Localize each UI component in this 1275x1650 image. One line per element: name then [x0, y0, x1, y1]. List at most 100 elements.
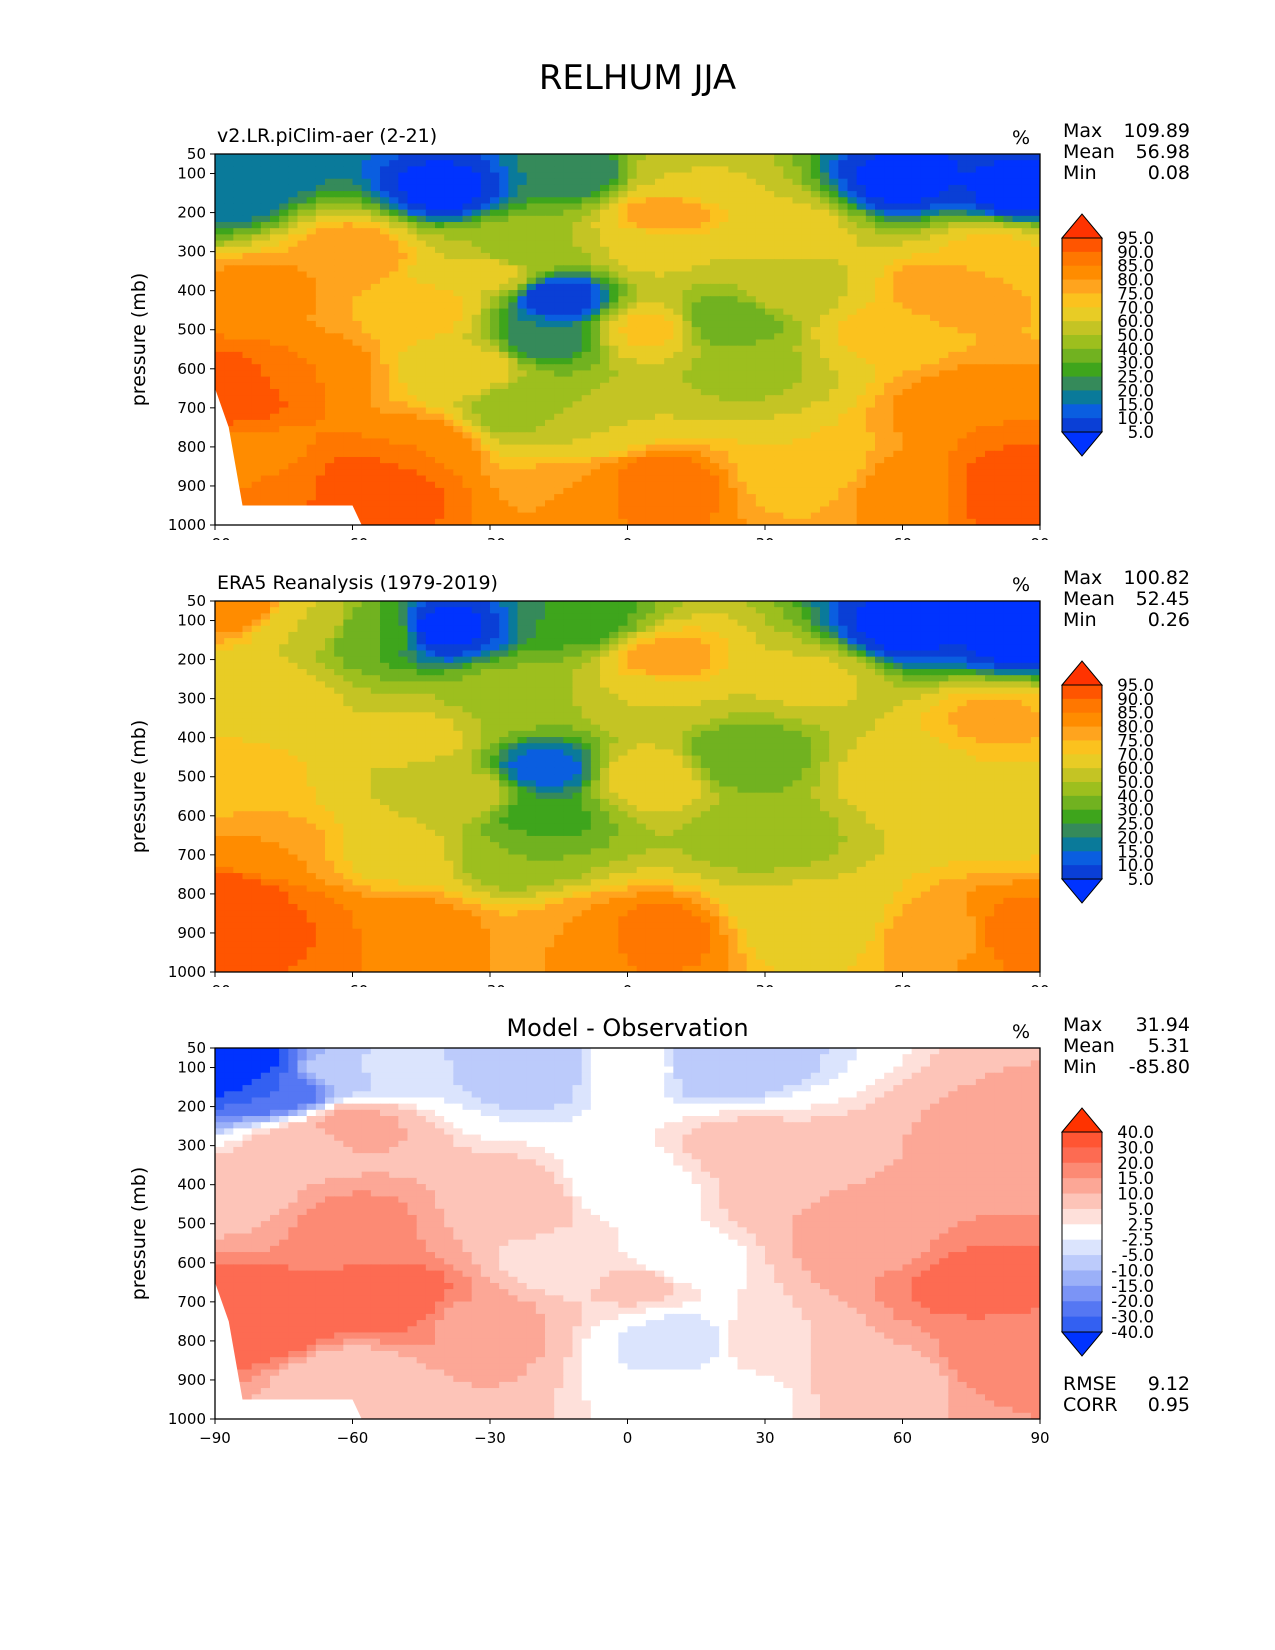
field-cell: [810, 339, 821, 347]
field-cell: [297, 382, 308, 390]
field-cell: [554, 234, 564, 242]
field-cell: [966, 364, 977, 372]
field-cell: [920, 426, 931, 433]
field-cell: [801, 413, 812, 421]
field-cell: [783, 283, 794, 291]
field-cell: [297, 438, 308, 446]
field-cell: [655, 345, 665, 353]
field-cell: [334, 308, 344, 316]
field-cell: [306, 388, 317, 396]
field-cell: [480, 487, 491, 495]
field-cell: [288, 456, 299, 464]
field-cell: [480, 240, 491, 248]
field-cell: [554, 246, 564, 254]
field-cell: [435, 259, 445, 266]
field-cell: [315, 154, 326, 161]
field-cell: [920, 234, 931, 242]
field-cell: [810, 401, 821, 409]
field-cell: [636, 413, 647, 421]
field-cell: [792, 290, 803, 297]
field-cell: [884, 438, 894, 446]
field-cell: [627, 166, 638, 174]
field-cell: [380, 456, 390, 464]
field-cell: [242, 314, 253, 322]
field-cell: [1012, 333, 1023, 341]
field-cell: [609, 438, 619, 446]
field-cell: [554, 314, 564, 322]
field-cell: [1003, 413, 1014, 421]
field-cell: [966, 283, 977, 291]
field-cell: [966, 401, 977, 409]
field-cell: [334, 290, 344, 297]
field-cell: [416, 234, 427, 242]
field-cell: [810, 333, 821, 341]
field-cell: [233, 265, 244, 273]
field-cell: [288, 215, 299, 223]
field-cell: [627, 487, 638, 495]
field-cell: [691, 345, 702, 353]
field-cell: [810, 382, 821, 390]
field-cell: [306, 463, 317, 470]
field-cell: [471, 395, 482, 402]
field-cell: [389, 234, 399, 242]
field-cell: [1021, 265, 1032, 273]
field-cell: [829, 314, 839, 322]
field-cell: [325, 444, 335, 452]
field-cell: [554, 444, 564, 452]
field-cell: [801, 290, 812, 297]
field-cell: [893, 240, 904, 248]
field-cell: [728, 290, 739, 297]
field-cell: [526, 160, 537, 167]
field-cell: [416, 432, 427, 440]
field-cell: [856, 203, 867, 211]
field-cell: [590, 191, 601, 198]
field-cell: [1021, 234, 1032, 242]
field-cell: [1030, 351, 1040, 359]
field-cell: [508, 327, 519, 334]
field-cell: [370, 351, 381, 359]
field-cell: [737, 308, 748, 316]
field-cell: [911, 358, 922, 365]
field-cell: [416, 252, 427, 260]
field-cell: [765, 228, 775, 235]
field-cell: [673, 450, 684, 458]
field-cell: [462, 172, 473, 180]
field-cell: [710, 234, 720, 242]
field-cell: [966, 320, 977, 328]
field-cell: [572, 296, 583, 303]
field-cell: [884, 487, 894, 495]
field-cell: [710, 487, 720, 495]
field-cell: [710, 265, 720, 273]
field-cell: [966, 308, 977, 316]
field-cell: [435, 215, 445, 223]
field-cell: [893, 475, 904, 483]
field-cell: [700, 475, 711, 483]
field-cell: [939, 228, 949, 235]
field-cell: [398, 364, 409, 372]
field-cell: [865, 469, 876, 477]
field-cell: [453, 252, 464, 260]
field-cell: [288, 290, 299, 297]
field-cell: [480, 259, 491, 266]
field-cell: [801, 265, 812, 273]
field-cell: [636, 345, 647, 353]
field-cell: [1030, 209, 1040, 217]
field-cell: [343, 259, 354, 266]
field-cell: [490, 432, 500, 440]
field-cell: [737, 191, 748, 198]
field-cell: [627, 320, 638, 328]
field-cell: [462, 333, 473, 341]
field-cell: [352, 296, 363, 303]
field-cell: [792, 345, 803, 353]
field-cell: [939, 333, 949, 341]
field-cell: [315, 222, 326, 229]
field-cell: [398, 240, 409, 248]
field-cell: [535, 296, 546, 303]
field-cell: [398, 463, 409, 470]
field-cell: [737, 358, 748, 365]
field-cell: [700, 426, 711, 433]
field-cell: [985, 339, 995, 347]
field-cell: [985, 419, 995, 427]
field-cell: [251, 388, 262, 396]
field-cell: [884, 222, 894, 229]
